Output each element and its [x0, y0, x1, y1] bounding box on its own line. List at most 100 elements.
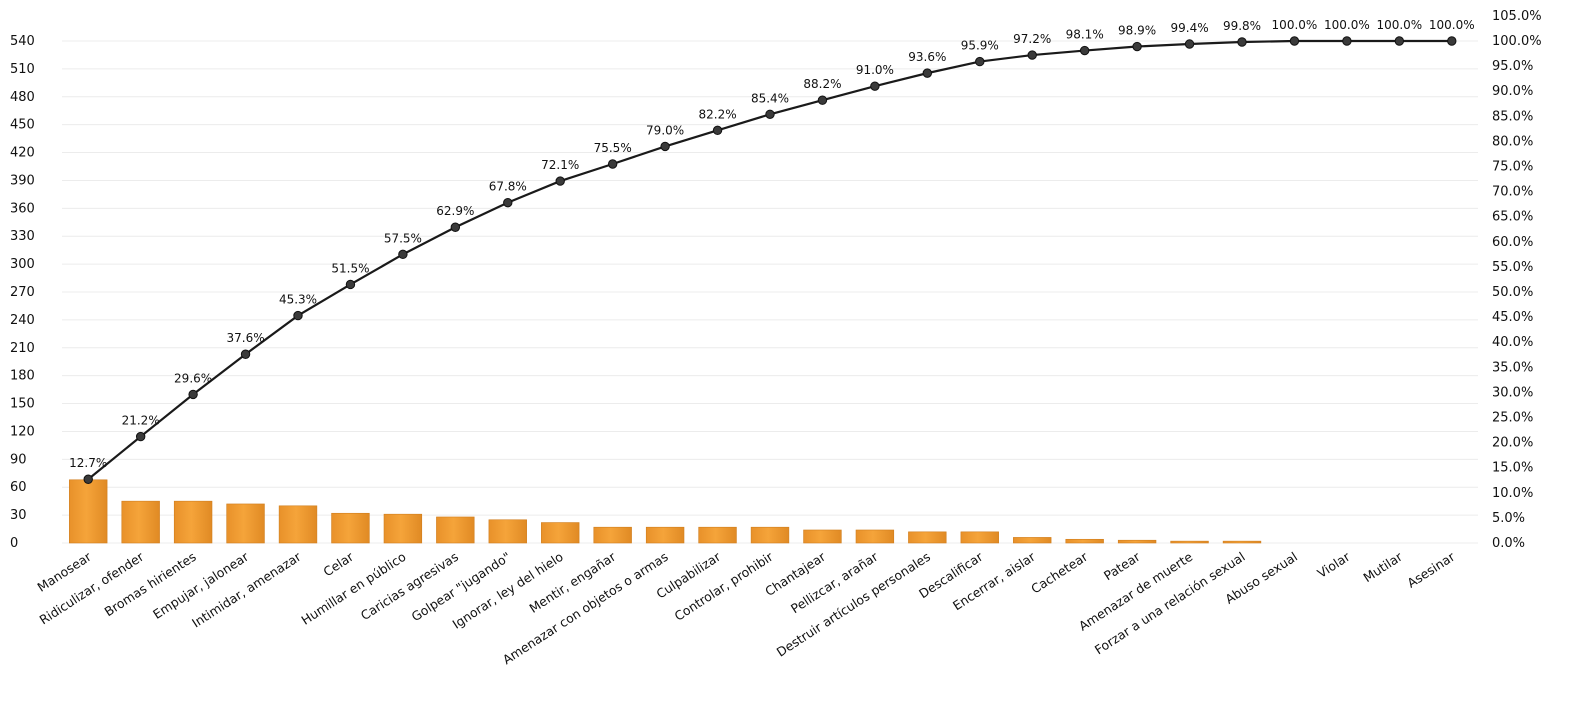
- data-label: 75.5%: [594, 141, 632, 155]
- data-label: 100.0%: [1272, 18, 1318, 32]
- data-label: 91.0%: [856, 63, 894, 77]
- right-axis-tick-label: 75.0%: [1492, 160, 1533, 175]
- line-point: [345, 279, 356, 290]
- right-axis-ticks: 0.0% 5.0% 10.0% 15.0% 20.0% 25.0% 30.0% 35.0% 40…: [1492, 9, 1542, 551]
- bar: [645, 526, 685, 544]
- line-point: [188, 389, 198, 400]
- data-label: 100.0%: [1429, 18, 1475, 32]
- bar: [855, 529, 895, 544]
- line-point: [398, 249, 408, 260]
- right-axis-tick-label: 40.0%: [1492, 335, 1533, 350]
- left-axis-tick-label: 120: [10, 424, 35, 439]
- bar: [121, 500, 160, 544]
- bar: [1013, 537, 1052, 544]
- data-label: 29.6%: [174, 371, 212, 385]
- category-label: Violar: [1314, 548, 1353, 580]
- category-label: Cachetear: [1028, 548, 1091, 596]
- line-point: [922, 68, 933, 78]
- bar: [1170, 540, 1209, 544]
- right-axis-tick-label: 50.0%: [1492, 285, 1533, 300]
- category-label: Mentir, engañar: [526, 548, 619, 615]
- left-axis-tick-label: 450: [10, 118, 35, 133]
- left-axis-tick-label: 210: [10, 341, 35, 356]
- right-axis-tick-label: 0.0%: [1492, 536, 1525, 551]
- right-axis-tick-label: 15.0%: [1492, 461, 1533, 476]
- line-point: [1447, 36, 1457, 46]
- bar: [436, 516, 475, 544]
- bar: [1222, 540, 1262, 544]
- data-label: 12.7%: [69, 456, 107, 470]
- data-label: 21.2%: [122, 414, 160, 428]
- bar: [908, 531, 947, 544]
- data-label: 97.2%: [1013, 32, 1051, 46]
- data-label: 82.2%: [698, 107, 736, 121]
- data-label: 85.4%: [751, 91, 789, 105]
- right-axis-tick-label: 80.0%: [1492, 134, 1533, 149]
- line-point: [1132, 41, 1142, 52]
- line-point: [607, 159, 618, 169]
- bar: [1065, 538, 1104, 544]
- category-label: Controlar, prohibir: [672, 548, 777, 623]
- bar: [331, 512, 370, 544]
- left-axis-tick-label: 150: [10, 397, 35, 412]
- line-point: [450, 222, 461, 232]
- left-axis-tick-label: 420: [10, 146, 35, 161]
- line-point: [1184, 39, 1195, 49]
- data-label: 98.1%: [1066, 28, 1104, 42]
- data-label: 99.4%: [1170, 21, 1208, 35]
- right-axis-tick-label: 90.0%: [1492, 84, 1533, 99]
- category-label: Celar: [320, 548, 356, 579]
- line-point: [870, 81, 880, 91]
- line-point: [1027, 50, 1037, 60]
- line-point: [135, 431, 146, 442]
- bar: [750, 526, 790, 544]
- line-point: [240, 349, 251, 359]
- right-axis-tick-label: 25.0%: [1492, 411, 1533, 426]
- data-label: 79.0%: [646, 123, 684, 137]
- data-label: 93.6%: [908, 50, 946, 64]
- right-axis-tick-label: 95.0%: [1492, 59, 1533, 74]
- category-label: Mutilar: [1360, 548, 1405, 585]
- bar: [69, 479, 108, 544]
- line-point: [975, 56, 985, 67]
- data-label: 57.5%: [384, 231, 422, 245]
- left-axis-tick-label: 0: [10, 536, 18, 551]
- right-axis-tick-label: 65.0%: [1492, 210, 1533, 225]
- data-label: 45.3%: [279, 293, 317, 307]
- line-point: [555, 176, 565, 186]
- right-axis-tick-label: 105.0%: [1492, 9, 1542, 24]
- line-point: [83, 474, 93, 484]
- left-axis-tick-label: 240: [10, 313, 35, 328]
- right-axis-tick-label: 30.0%: [1492, 385, 1533, 400]
- data-label: 37.6%: [226, 331, 264, 345]
- gridlines: [62, 40, 1478, 544]
- line-point: [503, 197, 513, 208]
- bar: [488, 519, 527, 544]
- bar: [173, 500, 213, 544]
- left-axis-tick-label: 270: [10, 285, 35, 300]
- data-label: 100.0%: [1376, 18, 1422, 32]
- left-axis-tick-label: 510: [10, 62, 35, 77]
- bar: [278, 505, 318, 544]
- line-point: [1342, 36, 1352, 46]
- line-point: [765, 109, 775, 119]
- category-label: Patear: [1101, 548, 1143, 583]
- left-axis-tick-label: 60: [10, 480, 27, 495]
- left-axis-tick-label: 390: [10, 173, 35, 188]
- data-label: 99.8%: [1223, 19, 1261, 33]
- right-axis-tick-label: 35.0%: [1492, 360, 1533, 375]
- category-label: Asesinar: [1404, 548, 1458, 590]
- left-axis-ticks: 0 30 60 90 120 150 180 210 240 270 300 330 360 390 420…: [10, 34, 35, 551]
- left-axis-tick-label: 90: [10, 452, 27, 467]
- bar: [698, 526, 737, 544]
- data-label: 98.9%: [1118, 24, 1156, 38]
- left-axis-tick-label: 360: [10, 201, 35, 216]
- cumulative-line: [87, 39, 1452, 481]
- line-point: [1289, 36, 1300, 46]
- left-axis-tick-label: 180: [10, 369, 35, 384]
- line-point: [1394, 36, 1405, 46]
- data-label: 62.9%: [436, 204, 474, 218]
- data-label: 88.2%: [803, 77, 841, 91]
